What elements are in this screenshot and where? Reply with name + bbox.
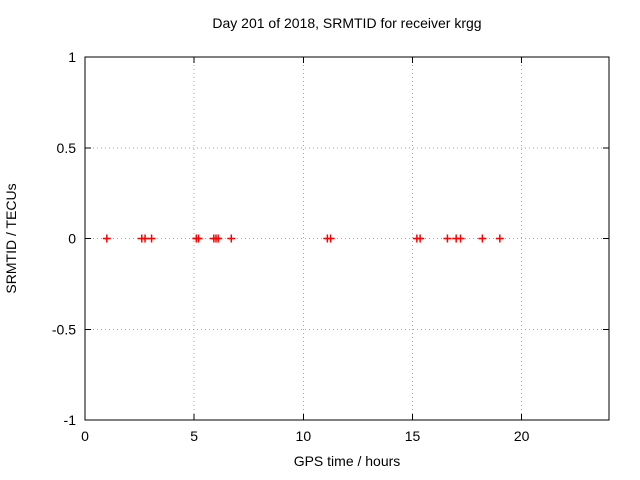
y-axis-label: SRMTID / TECUs [3,183,19,293]
data-point-marker [102,234,111,243]
x-tick-label: 5 [190,428,198,444]
data-point-marker [326,234,335,243]
axis-tick-labels: 0 5 10 15 20 1 0.5 0 -0.5 -1 [52,49,530,444]
data-point-marker [478,234,487,243]
data-point-marker [194,234,203,243]
grid-lines [85,57,609,420]
data-point-marker [147,234,156,243]
data-point-marker [495,234,504,243]
x-tick-label: 0 [81,428,89,444]
y-tick-label: 1 [68,49,76,65]
plot-border [84,56,610,421]
x-tick-label: 10 [296,428,312,444]
y-tick-label: -0.5 [52,321,76,337]
data-point-marker [456,234,465,243]
data-point-marker [443,234,452,243]
x-axis-label: GPS time / hours [294,453,401,469]
chart-title: Day 201 of 2018, SRMTID for receiver krg… [212,15,481,31]
y-tick-label: 0 [68,231,76,247]
y-tick-label: -1 [64,412,77,428]
x-tick-label: 15 [405,428,421,444]
axis-ticks [84,56,609,421]
data-point-marker [416,234,425,243]
y-tick-label: 0.5 [57,140,77,156]
data-point-marker [227,234,236,243]
data-points [102,234,504,243]
data-point-marker [214,234,223,243]
x-tick-label: 20 [514,428,530,444]
plot-border-box [84,56,610,421]
